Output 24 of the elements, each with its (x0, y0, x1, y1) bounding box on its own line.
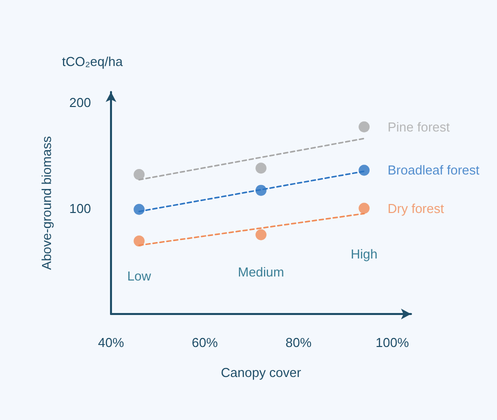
series-label: Dry forest (388, 200, 444, 216)
annotation: Medium (238, 264, 284, 280)
point (256, 184, 266, 196)
point (256, 229, 266, 240)
point (134, 204, 145, 215)
y-tick-label: 200 (69, 95, 91, 110)
x-axis-title: Canopy cover (220, 365, 302, 380)
point (256, 162, 266, 174)
series-label: Pine forest (388, 119, 450, 134)
x-tick-label: 80% (285, 335, 312, 350)
annotation: Low (127, 268, 152, 284)
point (358, 164, 370, 176)
point (134, 168, 145, 180)
point (134, 236, 145, 247)
x-tick-label: 100% (376, 335, 410, 350)
x-tick-label: 60% (192, 335, 218, 350)
y-axis-title: Above-ground biomass (39, 136, 54, 270)
point (358, 202, 370, 214)
point (358, 121, 370, 132)
annotation: High (350, 246, 378, 262)
text: tCO₂eq/ha (62, 54, 124, 69)
series-label: Broadleaf forest (388, 162, 480, 178)
x-tick-label: 40% (98, 335, 124, 350)
y-tick-label: 100 (69, 200, 91, 216)
